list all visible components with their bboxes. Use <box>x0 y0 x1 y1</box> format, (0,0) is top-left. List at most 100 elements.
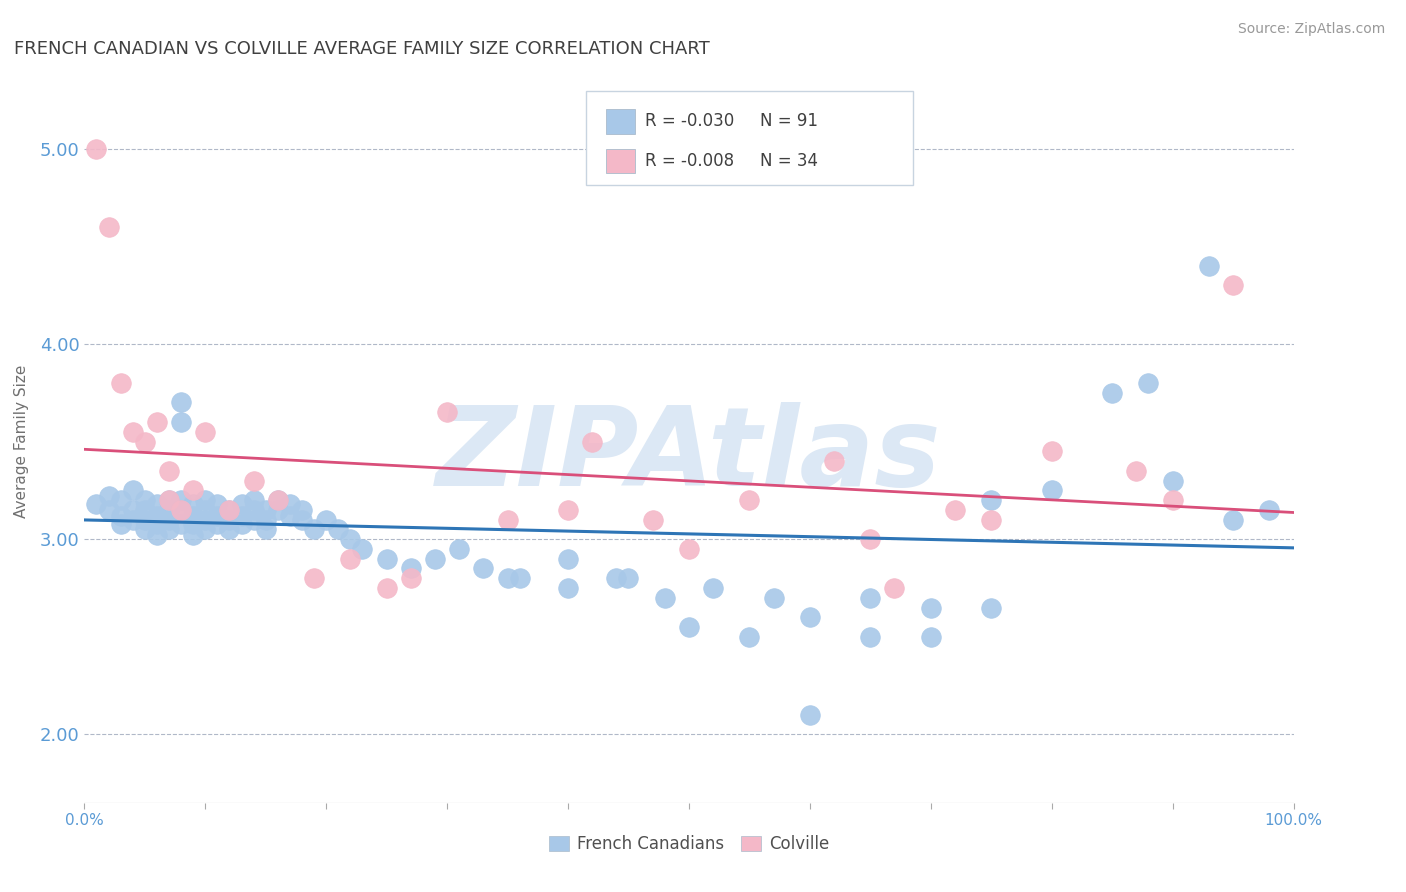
Point <box>375 551 398 566</box>
Point <box>170 503 193 517</box>
Point <box>134 503 156 517</box>
Point <box>375 581 398 595</box>
Point <box>509 571 531 585</box>
FancyBboxPatch shape <box>606 149 634 173</box>
Point <box>423 551 446 566</box>
Point <box>1222 513 1244 527</box>
Point <box>339 532 361 546</box>
Point <box>859 532 882 546</box>
Point <box>121 503 143 517</box>
Point <box>399 561 422 575</box>
Point <box>86 142 108 156</box>
Point <box>97 503 120 517</box>
Point <box>472 561 495 575</box>
Point <box>121 483 143 498</box>
Point <box>1125 464 1147 478</box>
Point <box>605 571 627 585</box>
Point <box>170 503 193 517</box>
Point <box>980 600 1002 615</box>
Point <box>207 516 229 531</box>
Point <box>181 483 204 498</box>
Point <box>278 497 301 511</box>
Point <box>170 395 193 409</box>
Point <box>581 434 603 449</box>
Point <box>181 516 204 531</box>
Point <box>181 528 204 542</box>
Point <box>291 503 314 517</box>
Text: R = -0.030: R = -0.030 <box>645 112 735 130</box>
Point <box>267 493 290 508</box>
Point <box>943 503 966 517</box>
Point <box>146 528 169 542</box>
Point <box>170 516 193 531</box>
Point <box>110 493 132 508</box>
Point <box>207 508 229 523</box>
Point <box>315 513 337 527</box>
Point <box>328 523 350 537</box>
Point <box>157 513 180 527</box>
Point <box>157 464 180 478</box>
Point <box>110 376 132 390</box>
Point <box>883 581 905 595</box>
Point <box>1198 259 1220 273</box>
Point <box>859 591 882 605</box>
Point <box>194 425 217 439</box>
Point <box>146 516 169 531</box>
Point <box>1040 444 1063 458</box>
Point <box>267 493 290 508</box>
Point <box>242 474 264 488</box>
Point <box>134 523 156 537</box>
FancyBboxPatch shape <box>586 91 912 185</box>
Point <box>134 434 156 449</box>
Point <box>302 523 325 537</box>
Point <box>1040 483 1063 498</box>
Point <box>194 503 217 517</box>
Point <box>557 581 579 595</box>
Point <box>678 541 700 556</box>
Point <box>97 489 120 503</box>
Point <box>242 513 264 527</box>
Point <box>1137 376 1160 390</box>
Point <box>146 508 169 523</box>
Point <box>557 551 579 566</box>
Point <box>170 493 193 508</box>
Point <box>352 541 374 556</box>
Point <box>641 513 664 527</box>
Point <box>702 581 724 595</box>
Point <box>181 508 204 523</box>
Point <box>1258 503 1281 517</box>
Point <box>86 497 108 511</box>
Point <box>738 493 761 508</box>
Point <box>194 523 217 537</box>
Point <box>157 493 180 508</box>
Point <box>134 493 156 508</box>
Point <box>278 508 301 523</box>
Point <box>254 523 277 537</box>
Point <box>242 503 264 517</box>
Point <box>678 620 700 634</box>
Point <box>181 497 204 511</box>
Text: N = 91: N = 91 <box>761 112 818 130</box>
Point <box>218 513 240 527</box>
Point <box>399 571 422 585</box>
Point <box>242 493 264 508</box>
Point <box>207 497 229 511</box>
Point <box>254 503 277 517</box>
Point <box>654 591 676 605</box>
Point <box>557 503 579 517</box>
Point <box>823 454 845 468</box>
Text: FRENCH CANADIAN VS COLVILLE AVERAGE FAMILY SIZE CORRELATION CHART: FRENCH CANADIAN VS COLVILLE AVERAGE FAMI… <box>14 40 710 58</box>
Legend: French Canadians, Colville: French Canadians, Colville <box>541 828 837 860</box>
Point <box>762 591 785 605</box>
Point <box>218 503 240 517</box>
Point <box>859 630 882 644</box>
Point <box>302 571 325 585</box>
Text: Source: ZipAtlas.com: Source: ZipAtlas.com <box>1237 22 1385 37</box>
Point <box>920 600 942 615</box>
Point <box>436 405 458 419</box>
Point <box>980 513 1002 527</box>
Point <box>1161 493 1184 508</box>
Text: N = 34: N = 34 <box>761 153 818 170</box>
Point <box>496 513 519 527</box>
Point <box>97 219 120 234</box>
